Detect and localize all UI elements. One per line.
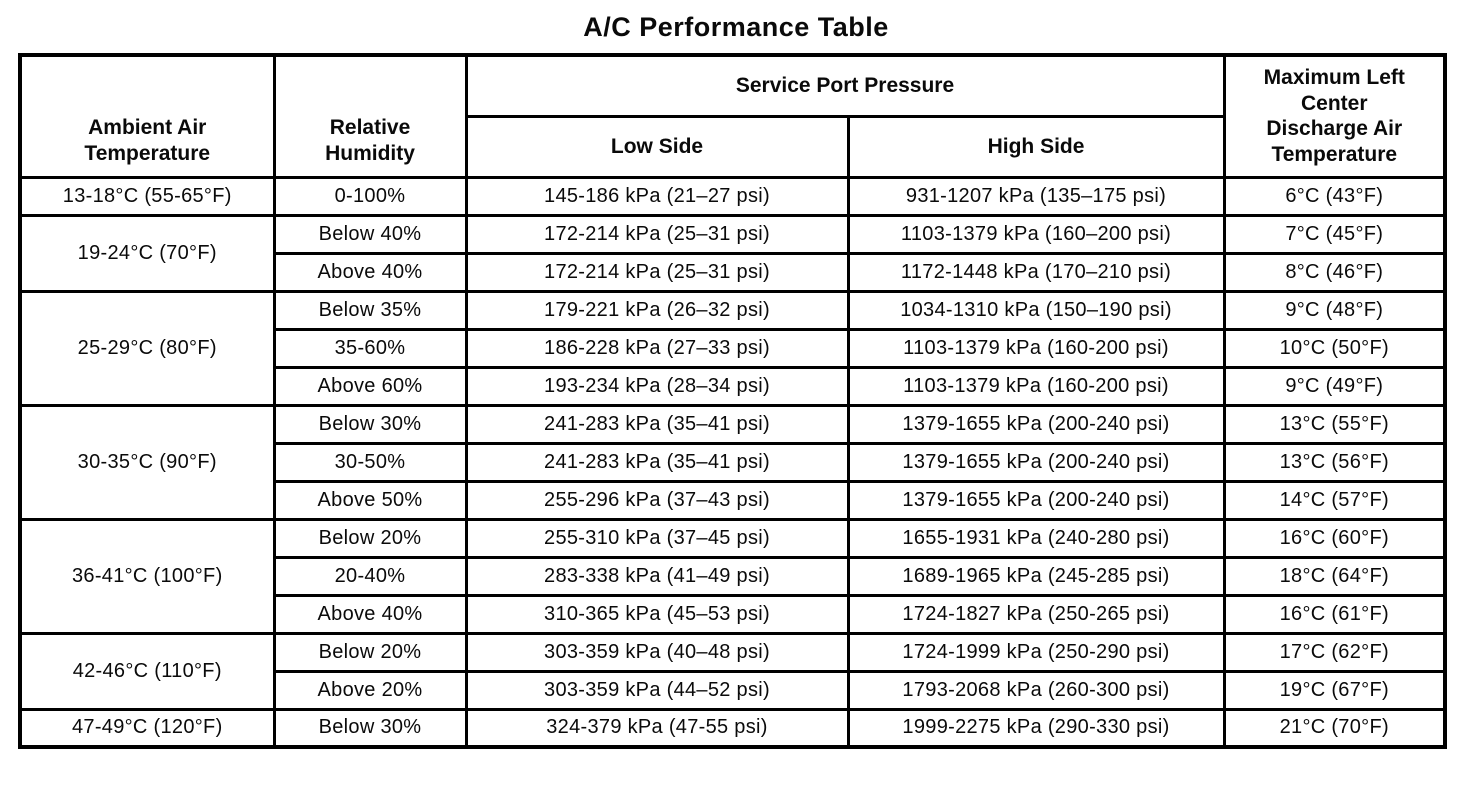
ambient-temperature-cell: 30-35°C (90°F) xyxy=(18,403,276,521)
header-relative-humidity: Relative Humidity xyxy=(272,53,468,179)
table-body: 13-18°C (55-65°F) 0-100% 145-186 kPa (21–2… xyxy=(18,175,1447,749)
low-side-pressure-cell: 303-359 kPa (40–48 psi) xyxy=(464,631,850,673)
table-row: 30-50% 241-283 kPa (35–41 psi) 1379-1655 k… xyxy=(20,441,1447,483)
humidity-cell: Above 50% xyxy=(272,479,468,521)
header-row-sub: Low Side High Side xyxy=(20,114,1445,179)
low-side-pressure-cell: 145-186 kPa (21–27 psi) xyxy=(464,175,850,217)
ambient-temperature-cell: 19-24°C (70°F) xyxy=(18,213,276,293)
humidity-cell: Below 30% xyxy=(272,707,468,749)
humidity-cell: Above 60% xyxy=(272,365,468,407)
table-row: Above 60% 193-234 kPa (28–34 psi) 1103-137… xyxy=(20,365,1447,407)
header-high-side: High Side xyxy=(846,114,1226,179)
table-row: 20-40% 283-338 kPa (41–49 psi) 1689-1965 k… xyxy=(20,555,1447,597)
ambient-temperature-cell: 42-46°C (110°F) xyxy=(18,631,276,711)
header-max-left-center-discharge-air-temperature: Maximum Left Center Discharge Air Temper… xyxy=(1222,53,1447,179)
humidity-cell: Below 40% xyxy=(272,213,468,255)
low-side-pressure-cell: 241-283 kPa (35–41 psi) xyxy=(464,441,850,483)
table-row: Above 40% 172-214 kPa (25–31 psi) 1172-144… xyxy=(20,251,1447,293)
humidity-cell: Below 20% xyxy=(272,631,468,673)
humidity-cell: Below 35% xyxy=(272,289,468,331)
humidity-cell: 0-100% xyxy=(272,175,468,217)
table-row: 13-18°C (55-65°F) 0-100% 145-186 kPa (21–2… xyxy=(18,175,1447,217)
table-header: Ambient Air Temperature Relative Humidit… xyxy=(18,53,1447,179)
humidity-cell: Below 20% xyxy=(272,517,468,559)
discharge-temperature-cell: 17°C (62°F) xyxy=(1222,631,1447,673)
low-side-pressure-cell: 303-359 kPa (44–52 psi) xyxy=(464,669,850,711)
discharge-temperature-cell: 18°C (64°F) xyxy=(1222,555,1447,597)
discharge-temperature-cell: 9°C (49°F) xyxy=(1222,365,1447,407)
high-side-pressure-cell: 1034-1310 kPa (150–190 psi) xyxy=(846,289,1226,331)
humidity-cell: Above 40% xyxy=(272,593,468,635)
ambient-temperature-cell: 25-29°C (80°F) xyxy=(18,289,276,407)
humidity-cell: 35-60% xyxy=(272,327,468,369)
table-row: 25-29°C (80°F) Below 35% 179-221 kPa (26–3… xyxy=(18,289,1447,407)
table-row: 30-35°C (90°F) Below 30% 241-283 kPa (35–4… xyxy=(18,403,1447,521)
low-side-pressure-cell: 283-338 kPa (41–49 psi) xyxy=(464,555,850,597)
performance-table: Ambient Air Temperature Relative Humidit… xyxy=(18,53,1448,749)
table-row: 36-41°C (100°F) Below 20% 255-310 kPa (37–… xyxy=(18,517,1447,635)
table-row: Above 50% 255-296 kPa (37–43 psi) 1379-165… xyxy=(20,479,1447,521)
header-row-top: Ambient Air Temperature Relative Humidit… xyxy=(18,53,1447,179)
discharge-temperature-cell: 9°C (48°F) xyxy=(1222,289,1447,331)
low-side-pressure-cell: 255-310 kPa (37–45 psi) xyxy=(464,517,850,559)
high-side-pressure-cell: 1379-1655 kPa (200-240 psi) xyxy=(846,441,1226,483)
high-side-pressure-cell: 1379-1655 kPa (200-240 psi) xyxy=(846,403,1226,445)
high-side-pressure-cell: 1655-1931 kPa (240-280 psi) xyxy=(846,517,1226,559)
discharge-temperature-cell: 19°C (67°F) xyxy=(1222,669,1447,711)
humidity-cell: Below 30% xyxy=(272,403,468,445)
low-side-pressure-cell: 310-365 kPa (45–53 psi) xyxy=(464,593,850,635)
discharge-temperature-cell: 21°C (70°F) xyxy=(1222,707,1447,749)
low-side-pressure-cell: 324-379 kPa (47-55 psi) xyxy=(464,707,850,749)
ambient-temperature-cell: 47-49°C (120°F) xyxy=(18,707,276,749)
discharge-temperature-cell: 14°C (57°F) xyxy=(1222,479,1447,521)
discharge-temperature-cell: 10°C (50°F) xyxy=(1222,327,1447,369)
high-side-pressure-cell: 1103-1379 kPa (160-200 psi) xyxy=(846,365,1226,407)
low-side-pressure-cell: 179-221 kPa (26–32 psi) xyxy=(464,289,850,331)
low-side-pressure-cell: 255-296 kPa (37–43 psi) xyxy=(464,479,850,521)
header-low-side: Low Side xyxy=(464,114,850,179)
high-side-pressure-cell: 1172-1448 kPa (170–210 psi) xyxy=(846,251,1226,293)
high-side-pressure-cell: 1103-1379 kPa (160–200 psi) xyxy=(846,213,1226,255)
low-side-pressure-cell: 172-214 kPa (25–31 psi) xyxy=(464,213,850,255)
discharge-temperature-cell: 13°C (55°F) xyxy=(1222,403,1447,445)
low-side-pressure-cell: 186-228 kPa (27–33 psi) xyxy=(464,327,850,369)
table-row: 35-60% 186-228 kPa (27–33 psi) 1103-1379 k… xyxy=(20,327,1447,369)
low-side-pressure-cell: 241-283 kPa (35–41 psi) xyxy=(464,403,850,445)
table-row: 19-24°C (70°F) Below 40% 172-214 kPa (25–3… xyxy=(18,213,1447,293)
high-side-pressure-cell: 1793-2068 kPa (260-300 psi) xyxy=(846,669,1226,711)
humidity-cell: Above 20% xyxy=(272,669,468,711)
high-side-pressure-cell: 1724-1999 kPa (250-290 psi) xyxy=(846,631,1226,673)
table-title: A/C Performance Table xyxy=(583,12,889,42)
table-row: 42-46°C (110°F) Below 20% 303-359 kPa (40–… xyxy=(18,631,1447,711)
low-side-pressure-cell: 172-214 kPa (25–31 psi) xyxy=(464,251,850,293)
high-side-pressure-cell: 1689-1965 kPa (245-285 psi) xyxy=(846,555,1226,597)
high-side-pressure-cell: 1724-1827 kPa (250-265 psi) xyxy=(846,593,1226,635)
low-side-pressure-cell: 193-234 kPa (28–34 psi) xyxy=(464,365,850,407)
humidity-cell: 30-50% xyxy=(272,441,468,483)
humidity-cell: Above 40% xyxy=(272,251,468,293)
table-row: 47-49°C (120°F) Below 30% 324-379 kPa (47-… xyxy=(18,707,1447,749)
table-row: Above 40% 310-365 kPa (45–53 psi) 1724-182… xyxy=(20,593,1447,635)
high-side-pressure-cell: 1103-1379 kPa (160-200 psi) xyxy=(846,327,1226,369)
discharge-temperature-cell: 7°C (45°F) xyxy=(1222,213,1447,255)
discharge-temperature-cell: 16°C (60°F) xyxy=(1222,517,1447,559)
discharge-temperature-cell: 13°C (56°F) xyxy=(1222,441,1447,483)
discharge-temperature-cell: 6°C (43°F) xyxy=(1222,175,1447,217)
ambient-temperature-cell: 36-41°C (100°F) xyxy=(18,517,276,635)
discharge-temperature-cell: 8°C (46°F) xyxy=(1222,251,1447,293)
discharge-temperature-cell: 16°C (61°F) xyxy=(1222,593,1447,635)
high-side-pressure-cell: 1999-2275 kPa (290-330 psi) xyxy=(846,707,1226,749)
ambient-temperature-cell: 13-18°C (55-65°F) xyxy=(18,175,276,217)
header-ambient-air-temperature: Ambient Air Temperature xyxy=(18,53,276,179)
table-row: Above 20% 303-359 kPa (44–52 psi) 1793-206… xyxy=(20,669,1447,711)
high-side-pressure-cell: 931-1207 kPa (135–175 psi) xyxy=(846,175,1226,217)
high-side-pressure-cell: 1379-1655 kPa (200-240 psi) xyxy=(846,479,1226,521)
humidity-cell: 20-40% xyxy=(272,555,468,597)
header-service-port-pressure: Service Port Pressure xyxy=(464,53,1226,118)
